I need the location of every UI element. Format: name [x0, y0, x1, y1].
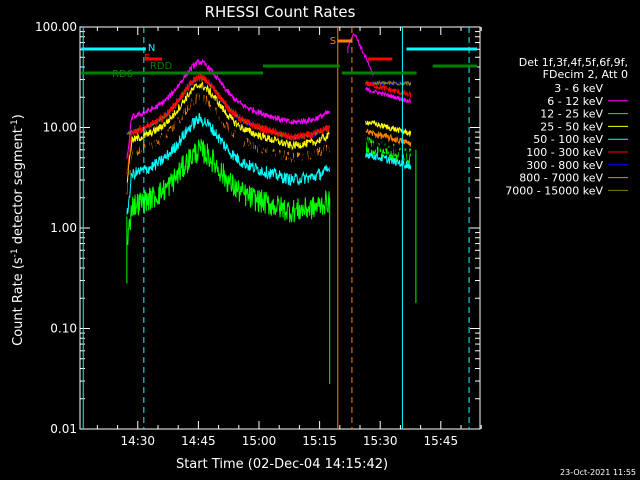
legend-label: 300 - 800 keV	[526, 159, 603, 172]
series-line-segment-2	[365, 119, 412, 138]
series-line-50to100keV	[126, 112, 330, 215]
legend-label: 50 - 100 keV	[533, 133, 603, 146]
x-tick-label: 14:45	[181, 434, 216, 448]
series-line-25to50keV	[126, 81, 330, 183]
x-tick-label: 15:45	[424, 434, 459, 448]
y-tick-label: 1.00	[50, 221, 77, 235]
series-line-segment-2	[365, 81, 412, 98]
series-line-segment-2	[365, 151, 412, 170]
legend-title-line-1: Det 1f,3f,4f,5f,6f,9f,	[519, 56, 628, 69]
series-line-segment-2	[365, 136, 412, 161]
plot-frame	[79, 26, 481, 430]
y-tick-label: 0.01	[50, 422, 77, 436]
legend-title-line-2: FDecim 2, Att 0	[543, 68, 628, 81]
legend: Det 1f,3f,4f,5f,6f,9f, FDecim 2, Att 0 3…	[505, 56, 628, 197]
legend-label: 3 - 6 keV	[554, 82, 603, 95]
y-tick-label: 10.00	[43, 121, 77, 135]
legend-label: 100 - 300 keV	[526, 146, 603, 159]
x-tick-label: 14:30	[120, 434, 155, 448]
legend-label: 7000 - 15000 keV	[505, 184, 603, 197]
series-group	[126, 32, 417, 385]
y-tick-label: 100.00	[35, 20, 77, 34]
flag-label-rd6: RD6	[112, 69, 133, 80]
legend-label: 6 - 12 keV	[547, 95, 603, 108]
flag-label-s: S	[330, 36, 336, 47]
chart-title: RHESSI Count Rates	[205, 3, 356, 21]
legend-label: 12 - 25 keV	[540, 108, 603, 121]
series-line-segment-2	[365, 128, 412, 147]
series-line-3to6keV	[126, 87, 330, 203]
series-line-segment-2	[365, 86, 411, 104]
x-axis-label: Start Time (02-Dec-04 14:15:42)	[176, 457, 388, 472]
y-axis-label: Count Rate (s-1 detector segment-1)	[10, 114, 26, 346]
x-tick-label: 15:15	[302, 434, 337, 448]
flag-label-rdd: RDD	[150, 61, 173, 72]
timestamp: 23-Oct-2021 11:55	[560, 468, 636, 477]
legend-label: 800 - 7000 keV	[519, 172, 603, 185]
x-tick-label: 15:00	[242, 434, 277, 448]
y-tick-label: 0.10	[50, 322, 77, 336]
flag-label-n: N	[148, 43, 155, 54]
x-tick-label: 15:30	[363, 434, 398, 448]
axis-ticks: 14:30 14:45 15:00 15:15 15:30 15:45 0.01 0.10 1.…	[35, 20, 482, 448]
legend-label: 25 - 50 keV	[540, 120, 603, 133]
flag-label-f: F	[144, 53, 150, 64]
series-line-12to25keV	[126, 139, 330, 246]
series-line-6to12keV	[126, 58, 330, 159]
series-line-100to300keV	[126, 72, 330, 175]
